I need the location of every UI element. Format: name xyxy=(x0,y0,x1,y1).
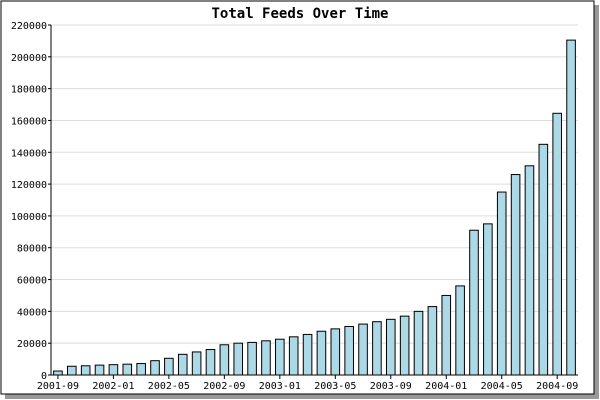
x-tick-label: 2003-09 xyxy=(370,381,412,392)
bar xyxy=(483,223,493,376)
y-tick-label: 40000 xyxy=(17,307,47,318)
bar xyxy=(372,321,382,376)
bar xyxy=(136,363,146,376)
bar xyxy=(496,191,507,376)
y-tick-label: 100000 xyxy=(11,212,47,223)
bar xyxy=(441,294,452,376)
bar xyxy=(94,364,105,376)
bar xyxy=(247,341,257,376)
bar xyxy=(108,364,119,376)
bar xyxy=(233,342,244,376)
y-tick-label: 20000 xyxy=(17,339,47,350)
bar xyxy=(413,310,424,376)
bar xyxy=(122,363,133,376)
bar xyxy=(177,353,188,376)
bar xyxy=(205,349,216,376)
bar xyxy=(67,365,77,376)
bar xyxy=(510,174,521,376)
x-axis-tick-labels: 2001-09 2002-01 2002-05 2002-09 2003-01 2003-… xyxy=(37,375,578,392)
bar xyxy=(399,315,410,376)
y-tick-label: 120000 xyxy=(11,180,47,191)
y-tick-label: 80000 xyxy=(17,244,47,255)
bar xyxy=(302,333,313,376)
y-tick-label: 160000 xyxy=(11,116,47,127)
bar xyxy=(344,325,354,376)
x-tick-label: 2004-09 xyxy=(536,381,578,392)
bar xyxy=(288,336,299,376)
bar xyxy=(552,112,563,376)
y-axis-tick-labels: 0 20000 40000 60000 80000 100000 120000 140000 1… xyxy=(11,21,51,382)
bar xyxy=(316,330,327,376)
bar xyxy=(455,285,465,376)
x-tick-label: 2004-01 xyxy=(425,381,467,392)
x-tick-label: 2003-01 xyxy=(259,381,301,392)
bar xyxy=(275,338,285,376)
y-tick-label: 0 xyxy=(41,371,47,382)
x-tick-label: 2001-09 xyxy=(37,381,79,392)
bar xyxy=(566,39,576,376)
bar xyxy=(524,165,535,376)
chart-title: Total Feeds Over Time xyxy=(211,6,388,22)
axes xyxy=(50,25,578,376)
x-tick-label: 2002-01 xyxy=(92,381,134,392)
y-tick-label: 60000 xyxy=(17,276,47,287)
y-tick-label: 140000 xyxy=(11,148,47,159)
bar xyxy=(191,351,202,376)
chart-frame xyxy=(0,0,595,395)
bar xyxy=(427,306,438,376)
x-tick-label: 2004-05 xyxy=(481,381,523,392)
y-tick-label: 180000 xyxy=(11,85,47,96)
bar xyxy=(385,318,396,376)
bars xyxy=(53,39,576,376)
bar xyxy=(538,143,549,376)
bar xyxy=(150,360,160,376)
x-tick-label: 2002-09 xyxy=(203,381,245,392)
bar xyxy=(330,328,341,376)
y-tick-label: 220000 xyxy=(11,21,47,32)
bar xyxy=(164,357,174,376)
bar xyxy=(53,370,63,376)
x-tick-label: 2003-05 xyxy=(314,381,356,392)
y-tick-label: 200000 xyxy=(11,53,47,64)
bar xyxy=(469,229,479,376)
bar xyxy=(80,365,91,376)
bar xyxy=(261,340,271,376)
bar xyxy=(219,344,230,376)
x-tick-label: 2002-05 xyxy=(148,381,190,392)
bar xyxy=(358,323,368,376)
